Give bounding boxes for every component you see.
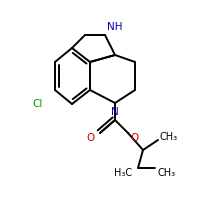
Text: CH₃: CH₃: [160, 132, 178, 142]
Text: O: O: [87, 133, 95, 143]
Text: Cl: Cl: [33, 99, 43, 109]
Text: N: N: [111, 107, 119, 117]
Text: O: O: [130, 133, 138, 143]
Text: NH: NH: [107, 22, 122, 32]
Text: H₃C: H₃C: [114, 168, 132, 178]
Text: CH₃: CH₃: [158, 168, 176, 178]
